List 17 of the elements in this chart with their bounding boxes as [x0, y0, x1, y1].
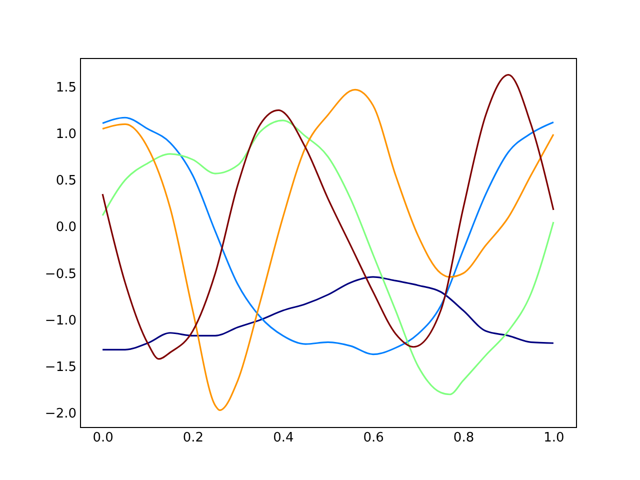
- line-series: [102, 116, 554, 356]
- line-series: [102, 276, 554, 350]
- y-tick-label: −2.0: [44, 406, 76, 422]
- y-tick-label: 0.0: [56, 220, 76, 236]
- y-tick-label: −0.5: [44, 266, 76, 282]
- x-tick-label: 0.0: [92, 430, 114, 446]
- line-series: [102, 74, 554, 360]
- x-tick-label: 1.0: [544, 430, 564, 446]
- y-tick-label: −1.5: [44, 360, 76, 375]
- y-tick-label: −1.0: [44, 313, 76, 328]
- y-tick-label: 0.5: [56, 174, 76, 189]
- x-tick-label: 0.6: [363, 430, 384, 446]
- x-tick-label: 0.2: [182, 430, 204, 446]
- y-tick-label: 1.0: [56, 126, 76, 142]
- x-tick-label: 0.8: [453, 430, 474, 446]
- y-tick-label: 1.5: [56, 80, 76, 96]
- x-tick-label: 0.4: [273, 430, 294, 446]
